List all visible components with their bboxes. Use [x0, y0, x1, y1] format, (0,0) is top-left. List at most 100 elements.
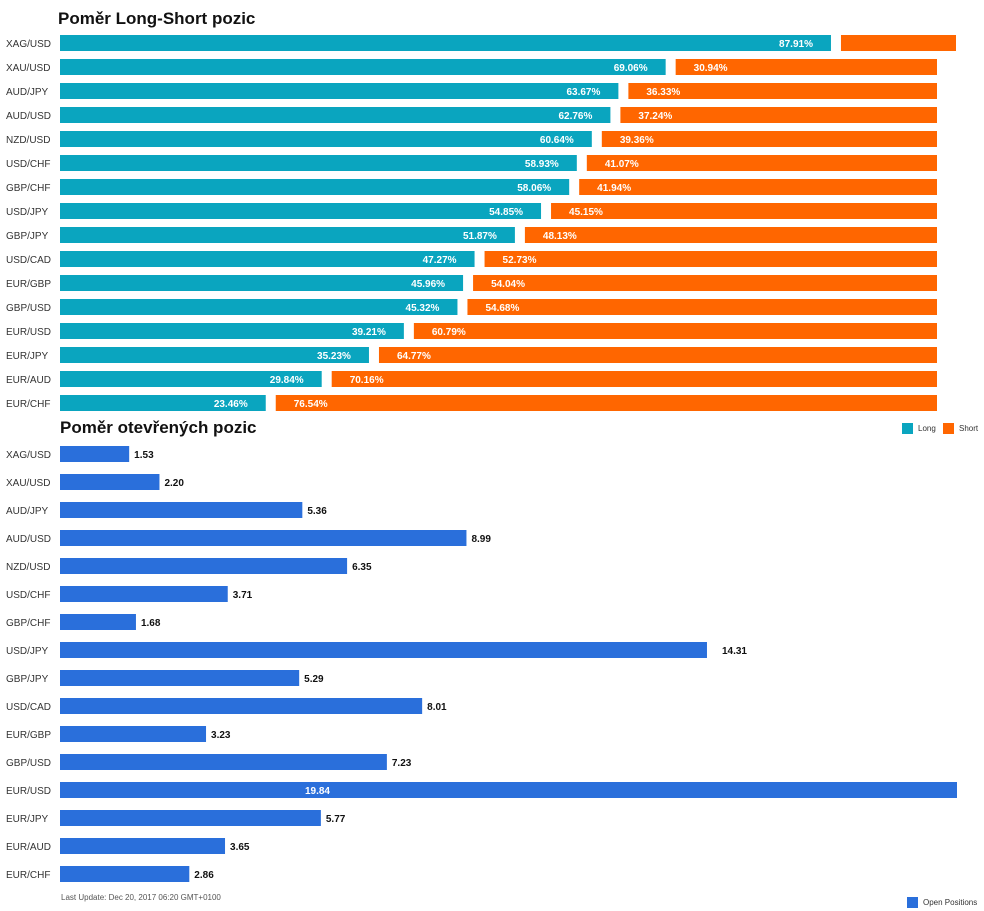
ls-category-label-usd-chf: USD/CHF [6, 159, 50, 170]
ls-category-label-gbp-chf: GBP/CHF [6, 183, 50, 194]
long-value-label-eur-chf: 23.46% [214, 399, 248, 410]
open-positions-bar-aud-usd [60, 530, 467, 546]
short-value-label-usd-cad: 52.73% [503, 255, 537, 266]
open-positions-bar-gbp-jpy [60, 670, 300, 686]
long-bar-eur-aud [60, 371, 322, 387]
legend-short-label: Short [959, 424, 979, 433]
short-bar-eur-chf [275, 395, 937, 411]
long-value-label-aud-jpy: 63.67% [566, 87, 600, 98]
open-positions-value-label-eur-gbp: 3.23 [211, 730, 231, 741]
op-category-label-aud-jpy: AUD/JPY [6, 506, 49, 517]
ls-category-label-eur-jpy: EUR/JPY [6, 351, 49, 362]
ls-category-label-usd-cad: USD/CAD [6, 255, 51, 266]
ls-category-label-gbp-usd: GBP/USD [6, 303, 51, 314]
open-positions-value-label-usd-jpy: 14.31 [722, 646, 747, 657]
op-category-label-aud-usd: AUD/USD [6, 534, 51, 545]
short-value-label-eur-chf: 76.54% [294, 399, 328, 410]
open-positions-bar-eur-usd [60, 782, 957, 798]
long-bar-gbp-chf [60, 179, 570, 195]
open-positions-bar-gbp-chf [60, 614, 136, 630]
op-category-label-nzd-usd: NZD/USD [6, 562, 50, 573]
long-bar-xau-usd [60, 59, 666, 75]
long-bar-usd-chf [60, 155, 577, 171]
long-bar-gbp-jpy [60, 227, 515, 243]
open-positions-value-label-gbp-chf: 1.68 [141, 618, 161, 629]
ls-category-label-eur-aud: EUR/AUD [6, 375, 51, 386]
long-value-label-gbp-usd: 45.32% [406, 303, 440, 314]
open-positions-bar-usd-chf [60, 586, 228, 602]
short-bar-eur-aud [331, 371, 938, 387]
short-value-label-eur-gbp: 54.04% [491, 279, 525, 290]
open-positions-bar-xag-usd [60, 446, 130, 462]
long-value-label-xag-usd: 87.91% [779, 39, 813, 50]
short-bar-eur-gbp [473, 275, 937, 291]
legend-short[interactable]: Short [943, 423, 978, 434]
long-value-label-usd-cad: 47.27% [423, 255, 457, 266]
short-value-label-nzd-usd: 39.36% [620, 135, 654, 146]
last-update-text: Last Update: Dec 20, 2017 06:20 GMT+0100 [61, 893, 221, 902]
open-positions-value-label-eur-aud: 3.65 [230, 842, 250, 853]
open-positions-bar-nzd-usd [60, 558, 348, 574]
short-bar-eur-usd [413, 323, 937, 339]
short-bar-eur-jpy [378, 347, 937, 363]
short-value-label-gbp-jpy: 48.13% [543, 231, 577, 242]
op-category-label-gbp-chf: GBP/CHF [6, 618, 50, 629]
short-value-label-eur-usd: 60.79% [432, 327, 466, 338]
short-value-label-eur-jpy: 64.77% [397, 351, 431, 362]
op-category-label-eur-jpy: EUR/JPY [6, 814, 49, 825]
long-value-label-usd-jpy: 54.85% [489, 207, 523, 218]
legend-short-swatch [943, 423, 954, 434]
open-positions-chart-title: Poměr otevřených pozic [60, 418, 257, 437]
op-category-label-gbp-jpy: GBP/JPY [6, 674, 49, 685]
ls-category-label-xag-usd: XAG/USD [6, 39, 51, 50]
open-positions-value-label-nzd-usd: 6.35 [352, 562, 372, 573]
long-value-label-usd-chf: 58.93% [525, 159, 559, 170]
short-bar-aud-usd [620, 107, 937, 123]
short-bar-xau-usd [675, 59, 937, 75]
short-bar-gbp-jpy [524, 227, 937, 243]
long-value-label-eur-jpy: 35.23% [317, 351, 351, 362]
short-value-label-aud-jpy: 36.33% [646, 87, 680, 98]
long-value-label-xau-usd: 69.06% [614, 63, 648, 74]
long-value-label-eur-gbp: 45.96% [411, 279, 445, 290]
op-category-label-usd-jpy: USD/JPY [6, 646, 49, 657]
short-bar-usd-cad [484, 251, 937, 267]
long-bar-aud-jpy [60, 83, 619, 99]
open-positions-value-label-xau-usd: 2.20 [164, 478, 184, 489]
long-bar-eur-chf [60, 395, 266, 411]
short-value-label-gbp-usd: 54.68% [485, 303, 519, 314]
op-category-label-eur-usd: EUR/USD [6, 786, 51, 797]
open-positions-bar-usd-cad [60, 698, 423, 714]
long-value-label-aud-usd: 62.76% [558, 111, 592, 122]
op-category-label-eur-chf: EUR/CHF [6, 870, 50, 881]
long-value-label-nzd-usd: 60.64% [540, 135, 574, 146]
long-bar-eur-gbp [60, 275, 464, 291]
legend-long-label: Long [918, 424, 936, 433]
short-value-label-usd-jpy: 45.15% [569, 207, 603, 218]
open-positions-value-label-xag-usd: 1.53 [134, 450, 154, 461]
ls-category-label-aud-jpy: AUD/JPY [6, 87, 49, 98]
legend-long[interactable]: Long [902, 423, 936, 434]
open-positions-bar-usd-jpy [60, 642, 707, 658]
short-bar-gbp-chf [579, 179, 937, 195]
legend-long-swatch [902, 423, 913, 434]
open-positions-bar-aud-jpy [60, 502, 303, 518]
legend-open-positions[interactable]: Open Positions [907, 897, 977, 908]
open-positions-value-label-eur-jpy: 5.77 [326, 814, 346, 825]
open-positions-bar-eur-gbp [60, 726, 207, 742]
long-bar-xag-usd [60, 35, 831, 51]
short-value-label-eur-aud: 70.16% [350, 375, 384, 386]
short-bar-usd-chf [586, 155, 937, 171]
open-positions-bar-xau-usd [60, 474, 160, 490]
open-positions-value-label-eur-chf: 2.86 [194, 870, 214, 881]
long-bar-eur-usd [60, 323, 404, 339]
ls-category-label-eur-chf: EUR/CHF [6, 399, 50, 410]
ls-category-label-eur-usd: EUR/USD [6, 327, 51, 338]
ls-category-label-eur-gbp: EUR/GBP [6, 279, 51, 290]
short-bar-usd-jpy [551, 203, 937, 219]
short-value-label-xau-usd: 30.94% [694, 63, 728, 74]
open-positions-value-label-aud-jpy: 5.36 [307, 506, 327, 517]
op-category-label-usd-chf: USD/CHF [6, 590, 50, 601]
long-value-label-gbp-jpy: 51.87% [463, 231, 497, 242]
